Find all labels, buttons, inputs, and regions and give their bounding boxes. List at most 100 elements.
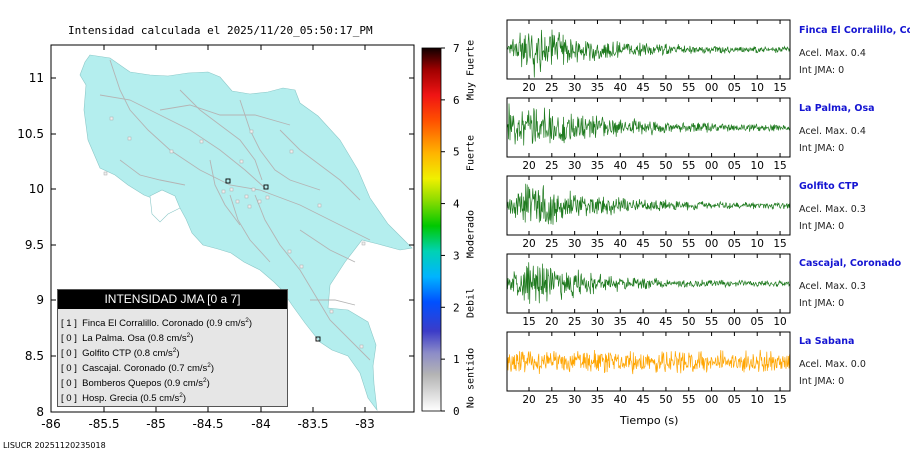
legend-item-close: ) (248, 318, 253, 330)
waveform-tick-label: 10 (751, 160, 764, 172)
waveform-frame (506, 19, 791, 80)
waveform-tick-label: 25 (545, 160, 558, 172)
station-acel-max: Acel. Max. 0.0 (799, 359, 866, 370)
waveform-panel: 20 25 30 35 40 45 50 55 00 05 10 15 (506, 175, 791, 250)
map-title: Intensidad calculada el 2025/11/20_05:50… (68, 24, 373, 37)
waveform-frame (506, 331, 791, 392)
map-x-tick-label: -85 (146, 417, 166, 431)
legend-item-text: Bomberos Quepos (0.9 cm/s (82, 378, 204, 390)
waveform-tick-label: 00 (705, 394, 718, 406)
station-acel-max: Acel. Max. 0.4 (799, 48, 866, 59)
station-name: Finca El Corralillo, Coronado (799, 25, 910, 36)
colorbar-label-debil: Debil (465, 287, 477, 319)
waveform-tick-label: 55 (682, 238, 695, 250)
waveform-tick-label: 45 (636, 160, 649, 172)
station-acel-max: Acel. Max. 0.3 (799, 204, 866, 215)
waveform-tick-label: 15 (773, 394, 786, 406)
legend-item-level: [ 0 ] (61, 393, 77, 405)
legend-item-level: [ 0 ] (61, 348, 77, 360)
waveform-tick-label: 40 (636, 316, 649, 328)
legend-item-sup: 2 (186, 332, 191, 339)
legend-item: [ 0 ] Cascajal. Coronado (0.7 cm/s2) (61, 362, 214, 374)
waveform-trace (506, 103, 791, 146)
waveform-tick-label: 10 (751, 238, 764, 250)
waveform-tick-label: 25 (545, 394, 558, 406)
waveform-tick-label: 10 (773, 316, 786, 328)
colorbar-tick-label: 5 (453, 146, 460, 159)
map-y-tick-label: 10.5 (17, 127, 44, 141)
colorbar-tick-label: 0 (453, 405, 460, 418)
waveform-panels: 20 25 30 35 40 45 50 55 00 05 10 15 20 25 30 35 40 45 50 55… (506, 19, 791, 406)
map-frame (50, 44, 415, 413)
waveform-tick-label: 55 (705, 316, 718, 328)
colorbar-gradient (421, 47, 442, 412)
waveform-tick-label: 00 (705, 238, 718, 250)
map-y-axis: 11 10.5 10 9.5 9 8.5 8 (17, 71, 414, 419)
waveform-tick-label: 05 (728, 394, 741, 406)
nicoya-gulf-coast (149, 189, 181, 223)
waveform-frame (506, 175, 791, 236)
waveform-tick-label: 10 (751, 82, 764, 94)
waveform-tick-label: 25 (545, 238, 558, 250)
town-markers (103, 116, 366, 349)
colorbar-tick-label: 1 (453, 353, 460, 366)
colorbar-label-muy-fuerte: Muy Fuerte (465, 39, 477, 101)
legend-item-text: Finca El Corralillo. Coronado (0.9 cm/s (82, 318, 246, 330)
waveform-panel: 20 25 30 35 40 45 50 55 00 05 10 15 (506, 19, 791, 94)
station-int-jma: Int JMA: 0 (799, 65, 845, 76)
legend-item: [ 0 ] Golfito CTP (0.8 cm/s2) (61, 347, 180, 359)
waveform-trace (506, 183, 791, 225)
waveform-tick-label: 50 (659, 160, 672, 172)
road-network (99, 59, 371, 361)
waveform-tick-label: 20 (522, 82, 535, 94)
colorbar: 7 6 5 4 3 2 1 0 (421, 42, 460, 418)
colorbar-label-no-sentido: No sentido (465, 347, 477, 409)
map-y-tick-label: 8.5 (25, 349, 44, 363)
legend-item-sup: 2 (172, 347, 177, 354)
legend-item: [ 0 ] Bomberos Quepos (0.9 cm/s2) (61, 377, 210, 389)
waveform-tick-label: 05 (728, 82, 741, 94)
colorbar-ticks: 7 6 5 4 3 2 1 0 (441, 42, 460, 418)
legend-item-close: ) (190, 333, 194, 345)
legend-item-close: ) (210, 363, 215, 375)
waveform-tick-label: 45 (636, 394, 649, 406)
colorbar-tick-label: 2 (453, 301, 460, 314)
waveform-frame (506, 97, 791, 158)
station-markers (225, 178, 321, 342)
station-int-jma: Int JMA: 0 (799, 143, 845, 154)
colorbar-label-moderado: Moderado (465, 209, 477, 259)
map-y-tick-label: 8 (36, 405, 44, 419)
waveform-tick-label: 55 (682, 394, 695, 406)
waveform-panel: 15 20 25 30 35 40 45 50 55 00 05 10 (506, 253, 791, 328)
legend-item-sup: 2 (203, 377, 207, 384)
waveform-tick-label: 35 (591, 238, 604, 250)
waveform-tick-label: 40 (614, 238, 627, 250)
legend-item-level: [ 1 ] (61, 318, 77, 330)
waveform-tick-label: 50 (659, 238, 672, 250)
legend-item-sup: 2 (179, 392, 183, 399)
station-name: La Palma, Osa (799, 103, 875, 114)
map-x-tick-label: -84 (251, 417, 271, 431)
legend-item-text: Cascajal. Coronado (0.7 cm/s (82, 363, 208, 375)
waveform-tick-label: 35 (591, 394, 604, 406)
station-int-jma: Int JMA: 0 (799, 221, 845, 232)
waveform-tick-label: 25 (568, 316, 581, 328)
waveform-tick-label: 35 (614, 316, 627, 328)
map-x-tick-label: -83.5 (297, 417, 328, 431)
waveform-tick-label: 40 (614, 82, 627, 94)
legend-item-sup: 2 (207, 362, 211, 369)
waveform-tick-label: 00 (728, 316, 741, 328)
legend-item-close: ) (206, 378, 210, 390)
station-acel-max: Acel. Max. 0.3 (799, 281, 866, 292)
map-x-tick-label: -85.5 (88, 417, 119, 431)
legend-item-sup: 2 (245, 317, 249, 324)
waveform-tick-label: 40 (614, 160, 627, 172)
map-y-tick-label: 10 (29, 182, 44, 196)
waveform-tick-label: 15 (773, 82, 786, 94)
legend-item-level: [ 0 ] (61, 378, 77, 390)
legend-item-text: Hosp. Grecia (0.5 cm/s (82, 393, 180, 405)
map-area: -86 -85.5 -85 -84.5 -84 -83.5 -83 11 10.5 10 9.5 9… (17, 44, 415, 431)
waveform-tick-label: 15 (522, 316, 535, 328)
waveform-tick-label: 30 (568, 82, 581, 94)
waveform-trace (506, 349, 791, 375)
